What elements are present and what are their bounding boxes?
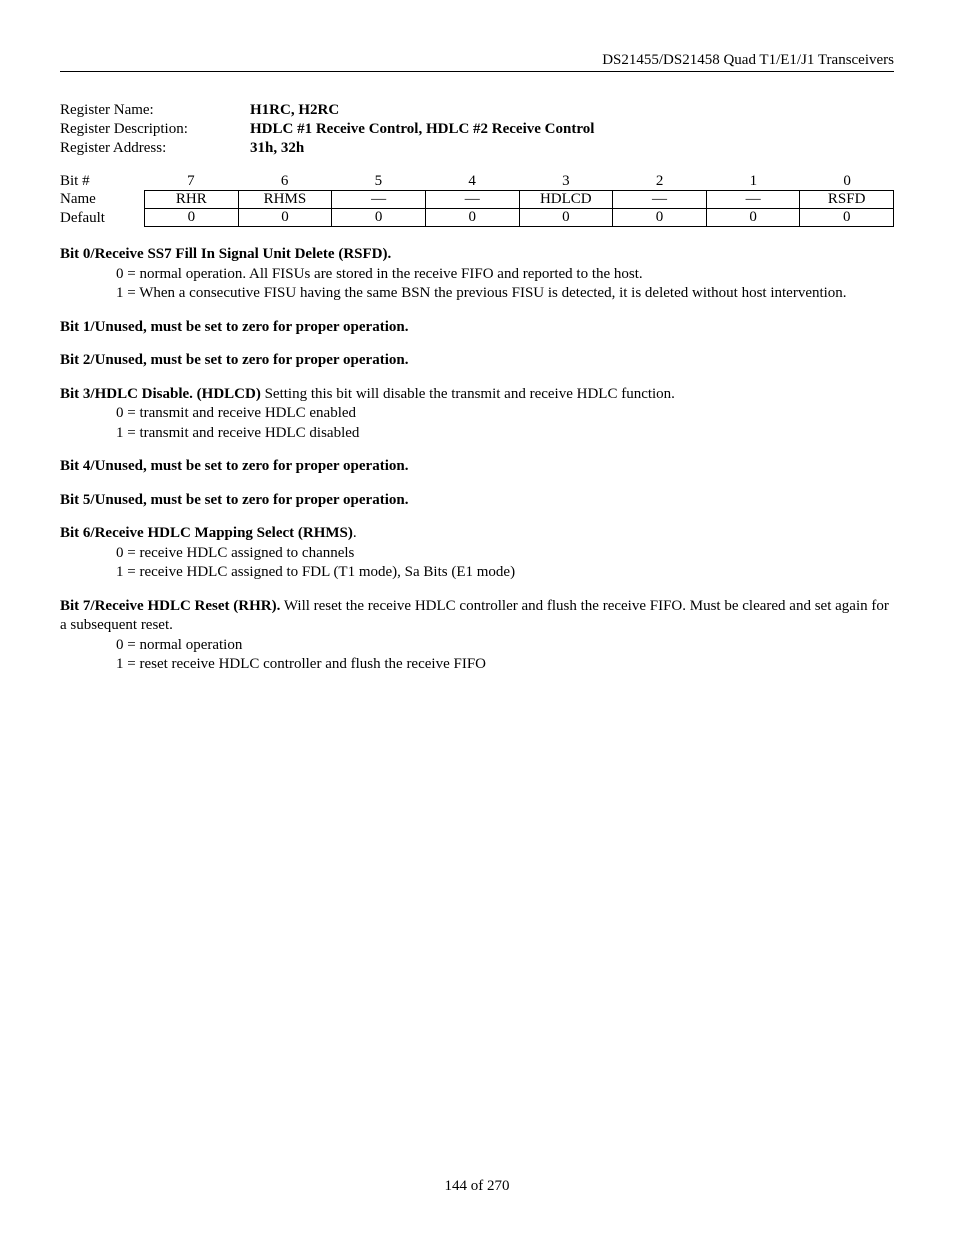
bitnum-cell: 1	[707, 173, 801, 190]
bit-section-line: 0 = receive HDLC assigned to channels	[60, 544, 894, 564]
bit-section-heading: Bit 5/Unused, must be set to zero for pr…	[60, 491, 894, 511]
bitnum-cell: 6	[238, 173, 332, 190]
bit-section: Bit 3/HDLC Disable. (HDLCD) Setting this…	[60, 385, 894, 444]
name-cell: RSFD	[800, 190, 894, 209]
register-desc-value: HDLC #1 Receive Control, HDLC #2 Receive…	[250, 121, 594, 138]
bit-section-line: 0 = transmit and receive HDLC enabled	[60, 404, 894, 424]
bit-table: Bit # 76543210 Name RHRRHMS——HDLCD——RSFD…	[60, 173, 894, 227]
bit-section-heading: Bit 1/Unused, must be set to zero for pr…	[60, 318, 894, 338]
bit-section-heading: Bit 3/HDLC Disable. (HDLCD) Setting this…	[60, 385, 894, 405]
default-cell: 0	[707, 209, 801, 227]
bit-section-title: Bit 1/Unused, must be set to zero for pr…	[60, 319, 408, 335]
bitnum-cell: 4	[425, 173, 519, 190]
register-addr-label: Register Address:	[60, 140, 250, 157]
bit-section: Bit 4/Unused, must be set to zero for pr…	[60, 457, 894, 477]
bit-section: Bit 0/Receive SS7 Fill In Signal Unit De…	[60, 245, 894, 304]
default-cell: 0	[520, 209, 614, 227]
name-row: RHRRHMS——HDLCD——RSFD	[144, 190, 894, 209]
bitnum-row-label: Bit #	[60, 173, 144, 190]
bit-section-heading: Bit 6/Receive HDLC Mapping Select (RHMS)…	[60, 524, 894, 544]
bit-section: Bit 1/Unused, must be set to zero for pr…	[60, 318, 894, 338]
bit-section-tail: .	[353, 525, 357, 541]
default-row-label: Default	[60, 209, 144, 227]
bit-section-heading: Bit 0/Receive SS7 Fill In Signal Unit De…	[60, 245, 894, 265]
bit-section-line: 1 = transmit and receive HDLC disabled	[60, 424, 894, 444]
bit-descriptions: Bit 0/Receive SS7 Fill In Signal Unit De…	[60, 245, 894, 675]
bitnum-cell: 7	[144, 173, 238, 190]
bit-section: Bit 5/Unused, must be set to zero for pr…	[60, 491, 894, 511]
register-meta: Register Name: H1RC, H2RC Register Descr…	[60, 102, 894, 157]
register-name-value: H1RC, H2RC	[250, 102, 339, 119]
name-cell: HDLCD	[520, 190, 614, 209]
bit-section-heading: Bit 2/Unused, must be set to zero for pr…	[60, 351, 894, 371]
name-cell: —	[613, 190, 707, 209]
default-cell: 0	[239, 209, 333, 227]
name-cell: —	[426, 190, 520, 209]
register-name-label: Register Name:	[60, 102, 250, 119]
name-cell: RHMS	[239, 190, 333, 209]
bit-section: Bit 7/Receive HDLC Reset (RHR). Will res…	[60, 597, 894, 675]
bit-section-line: 1 = reset receive HDLC controller and fl…	[60, 655, 894, 675]
bit-section-line: 1 = When a consecutive FISU having the s…	[60, 284, 894, 304]
bitnum-cell: 2	[613, 173, 707, 190]
name-row-label: Name	[60, 190, 144, 209]
name-cell: —	[707, 190, 801, 209]
bit-section: Bit 6/Receive HDLC Mapping Select (RHMS)…	[60, 524, 894, 583]
document-header: DS21455/DS21458 Quad T1/E1/J1 Transceive…	[60, 52, 894, 72]
bitnum-row: 76543210	[144, 173, 894, 190]
default-cell: 0	[144, 209, 239, 227]
document-title: DS21455/DS21458 Quad T1/E1/J1 Transceive…	[602, 52, 894, 68]
name-cell: —	[332, 190, 426, 209]
page: DS21455/DS21458 Quad T1/E1/J1 Transceive…	[0, 0, 954, 1235]
bit-section-title: Bit 6/Receive HDLC Mapping Select (RHMS)	[60, 525, 353, 541]
bit-section-line: 1 = receive HDLC assigned to FDL (T1 mod…	[60, 563, 894, 583]
page-number: 144 of 270	[0, 1178, 954, 1195]
bit-section-title: Bit 7/Receive HDLC Reset (RHR).	[60, 598, 280, 614]
bit-section-line: 0 = normal operation. All FISUs are stor…	[60, 265, 894, 285]
bit-section-title: Bit 0/Receive SS7 Fill In Signal Unit De…	[60, 246, 391, 262]
default-cell: 0	[800, 209, 894, 227]
bit-section-heading: Bit 7/Receive HDLC Reset (RHR). Will res…	[60, 597, 894, 636]
default-cell: 0	[426, 209, 520, 227]
bit-section: Bit 2/Unused, must be set to zero for pr…	[60, 351, 894, 371]
name-cell: RHR	[144, 190, 239, 209]
bit-section-title: Bit 2/Unused, must be set to zero for pr…	[60, 352, 408, 368]
register-addr-value: 31h, 32h	[250, 140, 304, 157]
default-cell: 0	[332, 209, 426, 227]
bit-section-tail: Setting this bit will disable the transm…	[261, 386, 675, 402]
default-row: 00000000	[144, 209, 894, 227]
bitnum-cell: 3	[519, 173, 613, 190]
bit-section-title: Bit 3/HDLC Disable. (HDLCD)	[60, 386, 261, 402]
bit-section-line: 0 = normal operation	[60, 636, 894, 656]
register-desc-label: Register Description:	[60, 121, 250, 138]
bit-section-title: Bit 5/Unused, must be set to zero for pr…	[60, 492, 408, 508]
bit-section-heading: Bit 4/Unused, must be set to zero for pr…	[60, 457, 894, 477]
bitnum-cell: 0	[800, 173, 894, 190]
bitnum-cell: 5	[332, 173, 426, 190]
bit-section-title: Bit 4/Unused, must be set to zero for pr…	[60, 458, 408, 474]
default-cell: 0	[613, 209, 707, 227]
